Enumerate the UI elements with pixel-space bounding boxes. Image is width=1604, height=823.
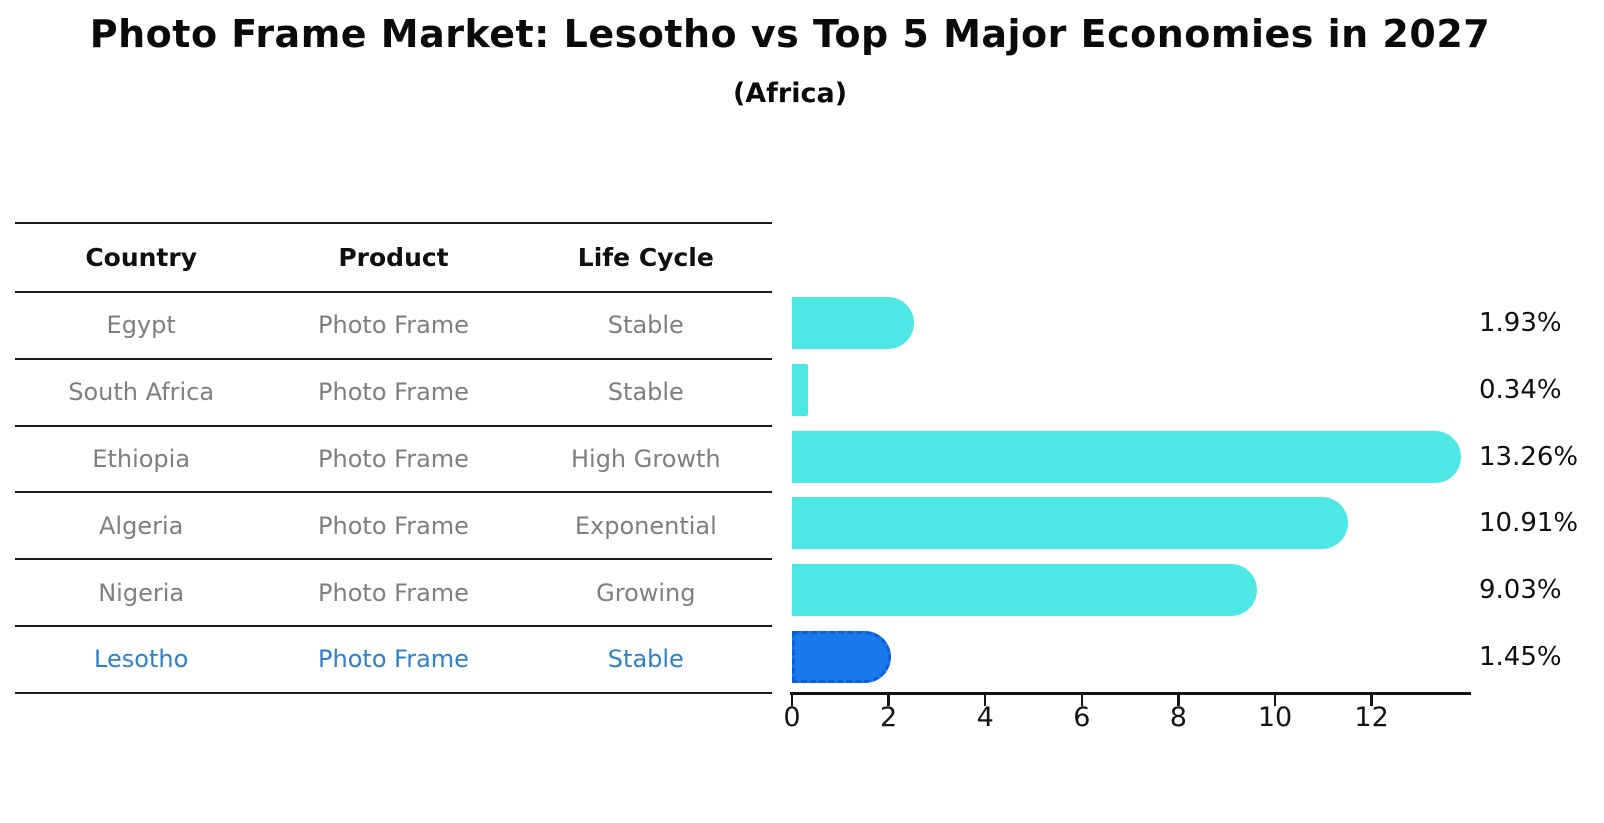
bar-ethiopia — [792, 430, 1462, 483]
cell-country: South Africa — [68, 378, 215, 407]
column-header-country: Country — [85, 243, 198, 272]
table-body: Egypt Photo Frame Stable South Africa Photo … — [15, 293, 772, 694]
bar-row-nigeria — [792, 564, 1492, 617]
cell-product: Photo Frame — [318, 378, 469, 407]
bar-lesotho — [792, 630, 892, 683]
table-row-algeria: Algeria Photo Frame Exponential — [15, 493, 772, 561]
cell-product: Photo Frame — [318, 645, 469, 674]
cell-life-cycle: High Growth — [570, 444, 721, 473]
value-label-nigeria: 9.03% — [1479, 575, 1562, 606]
value-label-egypt: 1.93% — [1479, 308, 1562, 339]
x-tick-label-4: 4 — [976, 702, 994, 733]
x-tick-label-8: 8 — [1169, 702, 1187, 733]
column-header-product: Product — [338, 243, 449, 272]
bar-row-south-africa — [792, 364, 1492, 417]
table-row-lesotho: Lesotho Photo Frame Stable — [15, 627, 772, 694]
bar-row-lesotho — [792, 630, 1492, 683]
cell-life-cycle: Stable — [607, 645, 684, 674]
cell-life-cycle: Stable — [607, 378, 684, 407]
cell-product: Photo Frame — [318, 444, 469, 473]
column-header-life-cycle: Life Cycle — [577, 243, 714, 272]
value-label-ethiopia: 13.26% — [1479, 441, 1579, 472]
x-tick-10 — [1273, 694, 1277, 706]
bar-algeria — [792, 497, 1348, 550]
cell-product: Photo Frame — [318, 311, 469, 340]
cell-product: Photo Frame — [318, 511, 469, 540]
table-row-nigeria: Nigeria Photo Frame Growing — [15, 560, 772, 627]
cell-country: Algeria — [99, 511, 184, 540]
table-row-egypt: Egypt Photo Frame Stable — [15, 293, 772, 360]
cell-life-cycle: Growing — [596, 578, 696, 607]
x-tick-0 — [790, 694, 794, 706]
chart-title: Photo Frame Market: Lesotho vs Top 5 Maj… — [89, 12, 1491, 56]
bar-egypt — [792, 297, 915, 350]
cell-product: Photo Frame — [318, 578, 469, 607]
bar-row-ethiopia — [792, 430, 1492, 483]
cell-life-cycle: Stable — [607, 311, 684, 340]
table-header-row: Country Product Life Cycle — [15, 222, 772, 293]
x-tick-label-6: 6 — [1073, 702, 1091, 733]
cell-country: Ethiopia — [92, 444, 191, 473]
x-tick-4 — [983, 694, 987, 706]
bar-row-egypt — [792, 297, 1492, 350]
table-row-ethiopia: Ethiopia Photo Frame High Growth — [15, 427, 772, 494]
cell-country: Nigeria — [98, 578, 185, 607]
chart-subtitle: (Africa) — [732, 78, 848, 109]
cell-life-cycle: Exponential — [574, 511, 717, 540]
x-tick-label-2: 2 — [880, 702, 898, 733]
x-tick-label-10: 10 — [1257, 702, 1293, 733]
x-tick-8 — [1177, 694, 1180, 706]
value-label-algeria: 10.91% — [1479, 508, 1579, 539]
x-axis-line — [790, 692, 1471, 695]
bar-nigeria — [792, 564, 1258, 617]
table-row-south-africa: South Africa Photo Frame Stable — [15, 360, 772, 427]
bar-south-africa — [792, 364, 809, 417]
x-tick-2 — [887, 694, 890, 706]
value-label-south-africa: 0.34% — [1479, 375, 1562, 406]
x-tick-12 — [1370, 694, 1373, 706]
cell-country: Egypt — [106, 311, 176, 340]
cell-country: Lesotho — [94, 645, 189, 674]
x-tick-6 — [1080, 694, 1084, 706]
x-tick-label-0: 0 — [783, 702, 801, 733]
value-label-lesotho: 1.45% — [1479, 641, 1562, 672]
comparison-table: Country Product Life Cycle Egypt Photo Fr… — [15, 222, 772, 694]
bar-row-algeria — [792, 497, 1492, 550]
x-tick-label-12: 12 — [1354, 702, 1389, 733]
